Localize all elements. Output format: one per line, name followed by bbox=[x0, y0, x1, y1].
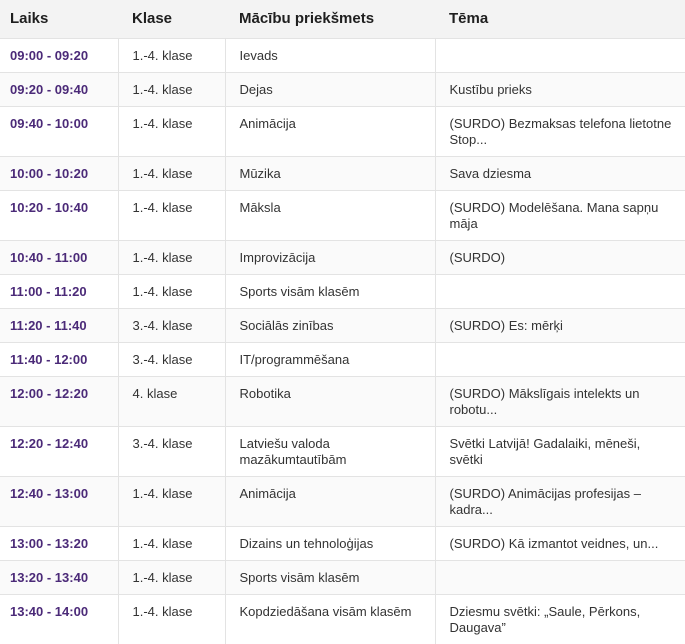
topic-cell: (SURDO) Animācijas profesijas – kadra... bbox=[434, 476, 685, 526]
topic-cell bbox=[434, 560, 685, 594]
table-row: 12:40 - 13:00 1.-4. klase Animācija (SUR… bbox=[0, 476, 685, 526]
header-row: Laiks Klase Mācību priekšmets Tēma bbox=[0, 0, 685, 38]
topic-cell: (SURDO) Mākslīgais intelekts un robotu..… bbox=[434, 376, 685, 426]
topic-cell: (SURDO) bbox=[434, 240, 685, 274]
class-cell: 3.-4. klase bbox=[117, 308, 225, 342]
time-cell: 12:20 - 12:40 bbox=[10, 435, 89, 451]
class-cell: 1.-4. klase bbox=[117, 156, 225, 190]
class-cell: 1.-4. klase bbox=[117, 106, 225, 156]
table-body: 09:00 - 09:20 1.-4. klase Ievads 09:20 -… bbox=[0, 38, 685, 644]
table-row: 09:40 - 10:00 1.-4. klase Animācija (SUR… bbox=[0, 106, 685, 156]
class-cell: 1.-4. klase bbox=[117, 560, 225, 594]
subject-cell: IT/programmēšana bbox=[224, 342, 435, 376]
time-cell: 10:40 - 11:00 bbox=[10, 249, 88, 265]
topic-cell: (SURDO) Kā izmantot veidnes, un... bbox=[434, 526, 685, 560]
time-cell: 10:20 - 10:40 bbox=[10, 199, 89, 215]
time-cell: 11:00 - 11:20 bbox=[10, 283, 87, 299]
table-row: 11:40 - 12:00 3.-4. klase IT/programmēša… bbox=[0, 342, 685, 376]
table-row: 12:00 - 12:20 4. klase Robotika (SURDO) … bbox=[0, 376, 685, 426]
subject-cell: Dizains un tehnoloģijas bbox=[224, 526, 435, 560]
topic-cell bbox=[434, 342, 685, 376]
topic-cell: (SURDO) Bezmaksas telefona lietotne Stop… bbox=[434, 106, 685, 156]
topic-cell: (SURDO) Modelēšana. Mana sapņu māja bbox=[434, 190, 685, 240]
time-cell: 13:40 - 14:00 bbox=[10, 603, 89, 619]
time-cell: 13:20 - 13:40 bbox=[10, 569, 89, 585]
time-cell: 09:20 - 09:40 bbox=[10, 81, 89, 97]
subject-cell: Sports visām klasēm bbox=[224, 560, 435, 594]
column-header-time[interactable]: Laiks bbox=[10, 10, 49, 28]
time-cell: 11:40 - 12:00 bbox=[10, 351, 88, 367]
table-row: 11:20 - 11:40 3.-4. klase Sociālās zinīb… bbox=[0, 308, 685, 342]
subject-cell: Ievads bbox=[224, 38, 435, 72]
subject-cell: Māksla bbox=[224, 190, 435, 240]
table-row: 13:20 - 13:40 1.-4. klase Sports visām k… bbox=[0, 560, 685, 594]
subject-cell: Improvizācija bbox=[224, 240, 435, 274]
time-cell: 13:00 - 13:20 bbox=[10, 535, 89, 551]
class-cell: 1.-4. klase bbox=[117, 240, 225, 274]
subject-cell: Dejas bbox=[224, 72, 435, 106]
topic-cell: Svētki Latvijā! Gadalaiki, mēneši, svētk… bbox=[434, 426, 685, 476]
subject-cell: Robotika bbox=[224, 376, 435, 426]
class-cell: 1.-4. klase bbox=[117, 594, 225, 644]
subject-cell: Sports visām klasēm bbox=[224, 274, 435, 308]
class-cell: 1.-4. klase bbox=[117, 274, 225, 308]
table-row: 11:00 - 11:20 1.-4. klase Sports visām k… bbox=[0, 274, 685, 308]
topic-cell: Sava dziesma bbox=[434, 156, 685, 190]
class-cell: 1.-4. klase bbox=[117, 38, 225, 72]
time-cell: 09:40 - 10:00 bbox=[10, 115, 89, 131]
class-cell: 1.-4. klase bbox=[117, 190, 225, 240]
time-cell: 12:00 - 12:20 bbox=[10, 385, 89, 401]
subject-cell: Mūzika bbox=[224, 156, 435, 190]
time-cell: 11:20 - 11:40 bbox=[10, 317, 87, 333]
class-cell: 1.-4. klase bbox=[117, 476, 225, 526]
subject-cell: Animācija bbox=[224, 106, 435, 156]
class-cell: 3.-4. klase bbox=[117, 426, 225, 476]
table-row: 10:20 - 10:40 1.-4. klase Māksla (SURDO)… bbox=[0, 190, 685, 240]
time-cell: 10:00 - 10:20 bbox=[10, 165, 89, 181]
class-cell: 4. klase bbox=[117, 376, 225, 426]
table-row: 12:20 - 12:40 3.-4. klase Latviešu valod… bbox=[0, 426, 685, 476]
subject-cell: Sociālās zinības bbox=[224, 308, 435, 342]
class-cell: 1.-4. klase bbox=[117, 72, 225, 106]
table-row: 13:40 - 14:00 1.-4. klase Kopdziedāšana … bbox=[0, 594, 685, 644]
topic-cell: (SURDO) Es: mērķi bbox=[434, 308, 685, 342]
topic-cell: Kustību prieks bbox=[434, 72, 685, 106]
column-header-topic[interactable]: Tēma bbox=[449, 10, 489, 28]
table-row: 09:00 - 09:20 1.-4. klase Ievads bbox=[0, 38, 685, 72]
topic-cell bbox=[434, 38, 685, 72]
class-cell: 3.-4. klase bbox=[117, 342, 225, 376]
subject-cell: Kopdziedāšana visām klasēm bbox=[224, 594, 435, 644]
subject-cell: Latviešu valoda mazākumtautībām bbox=[224, 426, 435, 476]
table-row: 10:00 - 10:20 1.-4. klase Mūzika Sava dz… bbox=[0, 156, 685, 190]
time-cell: 09:00 - 09:20 bbox=[10, 47, 89, 63]
table-row: 09:20 - 09:40 1.-4. klase Dejas Kustību … bbox=[0, 72, 685, 106]
topic-cell bbox=[434, 274, 685, 308]
column-header-subject[interactable]: Mācību priekšmets bbox=[239, 10, 375, 28]
class-cell: 1.-4. klase bbox=[117, 526, 225, 560]
subject-cell: Animācija bbox=[224, 476, 435, 526]
table-row: 13:00 - 13:20 1.-4. klase Dizains un teh… bbox=[0, 526, 685, 560]
table-header: Laiks Klase Mācību priekšmets Tēma bbox=[0, 0, 685, 38]
time-cell: 12:40 - 13:00 bbox=[10, 485, 89, 501]
topic-cell: Dziesmu svētki: „Saule, Pērkons, Daugava… bbox=[434, 594, 685, 644]
table-row: 10:40 - 11:00 1.-4. klase Improvizācija … bbox=[0, 240, 685, 274]
column-header-class[interactable]: Klase bbox=[132, 10, 173, 28]
